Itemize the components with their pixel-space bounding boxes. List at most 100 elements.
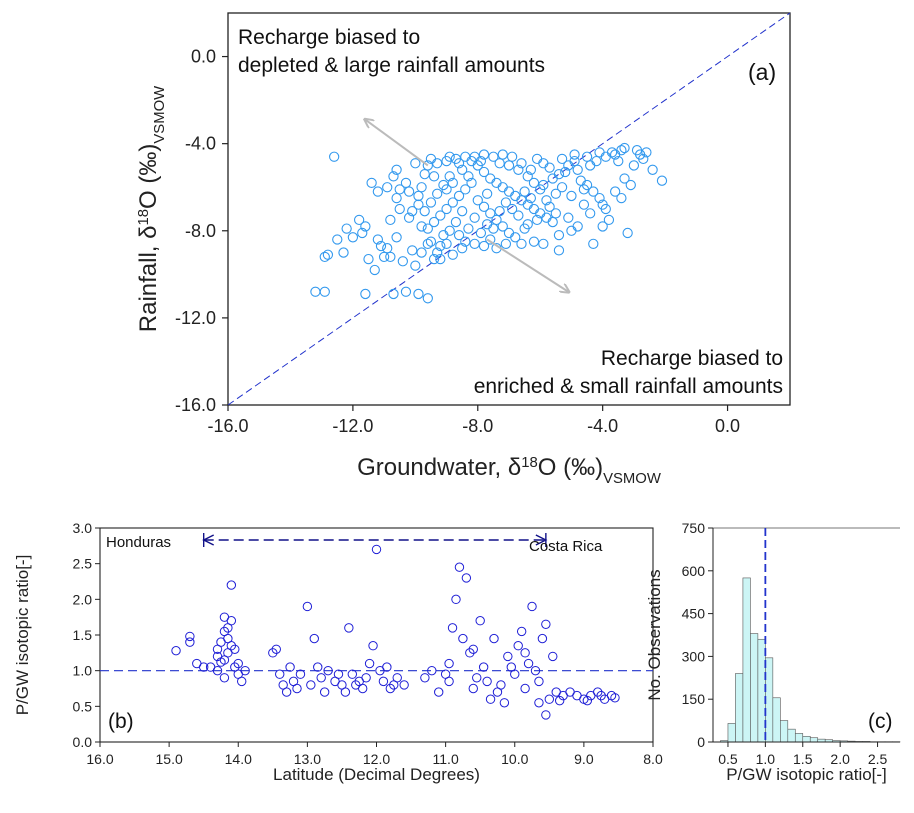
data-point-a xyxy=(319,251,330,263)
y-tick-label-b: 0.5 xyxy=(73,698,93,714)
data-point-b xyxy=(226,580,237,590)
data-point-a xyxy=(497,221,508,232)
data-point-b xyxy=(520,683,530,694)
data-point-a xyxy=(478,166,490,178)
data-point-a xyxy=(478,201,490,212)
histogram-bar xyxy=(757,638,766,743)
data-point-a xyxy=(432,158,443,169)
x-tick-label-a: 0.0 xyxy=(715,416,740,436)
data-point-a xyxy=(428,253,440,265)
data-point-a xyxy=(544,162,555,173)
data-point-a xyxy=(435,210,446,221)
data-point-b xyxy=(368,641,378,651)
data-point-b xyxy=(523,658,534,669)
data-point-b xyxy=(198,662,209,672)
data-point-b xyxy=(271,644,281,654)
data-point-a xyxy=(538,158,549,169)
data-point-a xyxy=(566,225,577,236)
data-point-a xyxy=(503,227,515,239)
data-point-a xyxy=(432,247,443,258)
data-point-a xyxy=(310,286,321,297)
x-tick-label-c: 2.5 xyxy=(868,751,888,767)
data-point-a xyxy=(497,149,508,160)
data-point-a xyxy=(391,232,402,243)
x-axis-label-c: P/GW isotopic ratio[-] xyxy=(726,765,887,784)
y-tick-label-c: 0 xyxy=(697,734,705,750)
data-point-a xyxy=(435,253,446,265)
data-point-a xyxy=(341,223,352,234)
histogram-bar xyxy=(750,633,759,743)
x-tick-label-c: 1.0 xyxy=(756,751,776,767)
data-point-b xyxy=(219,655,230,665)
data-point-a xyxy=(538,179,549,191)
data-point-a xyxy=(394,184,405,195)
data-point-a xyxy=(447,197,458,208)
x-tick-label-a: -12.0 xyxy=(332,416,373,436)
data-point-b xyxy=(361,673,371,683)
data-point-a xyxy=(541,195,552,206)
y-axis-label-a: Rainfall, δ18O (‰)VSMOW xyxy=(135,86,168,332)
data-point-a xyxy=(516,238,527,249)
data-point-a xyxy=(425,197,437,208)
data-point-a xyxy=(594,192,605,204)
region-label-left: Honduras xyxy=(106,534,171,551)
data-point-a xyxy=(513,164,524,175)
histogram-bar xyxy=(794,733,804,743)
data-point-a xyxy=(400,286,412,297)
data-point-a xyxy=(372,186,384,197)
data-point-a xyxy=(647,164,658,175)
data-point-b xyxy=(340,687,351,697)
data-point-a xyxy=(603,214,615,226)
data-point-a xyxy=(432,188,443,199)
y-tick-label-b: 1.5 xyxy=(73,627,93,643)
data-point-b xyxy=(185,631,195,642)
data-point-a xyxy=(382,243,393,254)
data-point-a xyxy=(585,160,596,171)
data-point-a xyxy=(353,214,365,226)
data-point-a xyxy=(378,251,390,263)
data-point-a xyxy=(469,238,480,249)
data-point-a xyxy=(475,227,487,239)
y-tick-label-c: 600 xyxy=(682,563,706,579)
trend-arrow xyxy=(486,238,568,291)
data-point-a xyxy=(435,240,446,252)
data-point-a xyxy=(572,164,583,175)
data-point-a xyxy=(585,208,596,219)
data-point-a xyxy=(625,179,636,191)
y-tick-label-c: 750 xyxy=(682,520,706,536)
data-point-a xyxy=(391,164,402,175)
data-point-a xyxy=(419,169,430,180)
data-point-a xyxy=(410,260,421,271)
data-point-b xyxy=(313,662,323,672)
data-point-b xyxy=(226,641,237,651)
data-point-b xyxy=(596,690,606,701)
histogram-bar xyxy=(742,577,751,743)
data-point-a xyxy=(391,192,402,204)
x-tick-label-c: 1.5 xyxy=(793,751,813,767)
data-point-a xyxy=(563,212,574,223)
data-point-b xyxy=(347,669,358,679)
histogram-bar xyxy=(802,735,811,743)
data-point-b xyxy=(364,658,375,669)
data-point-a xyxy=(569,149,580,160)
data-point-a xyxy=(581,179,593,191)
histogram-bar xyxy=(780,720,789,743)
data-point-a xyxy=(388,171,399,182)
data-point-b xyxy=(520,648,530,658)
data-point-a xyxy=(397,256,408,267)
data-point-a xyxy=(510,190,521,202)
data-point-a xyxy=(422,223,433,234)
data-point-b xyxy=(385,683,396,694)
data-point-a xyxy=(581,151,593,162)
data-point-a xyxy=(541,212,552,223)
data-point-b xyxy=(451,594,461,605)
histogram-bar xyxy=(765,657,774,743)
data-point-a xyxy=(491,214,502,226)
data-point-a xyxy=(588,186,599,197)
data-point-a xyxy=(491,177,502,189)
data-point-a xyxy=(428,216,440,228)
data-point-a xyxy=(357,227,368,239)
data-point-b xyxy=(541,710,551,720)
region-label-right: Costa Rica xyxy=(529,538,603,555)
